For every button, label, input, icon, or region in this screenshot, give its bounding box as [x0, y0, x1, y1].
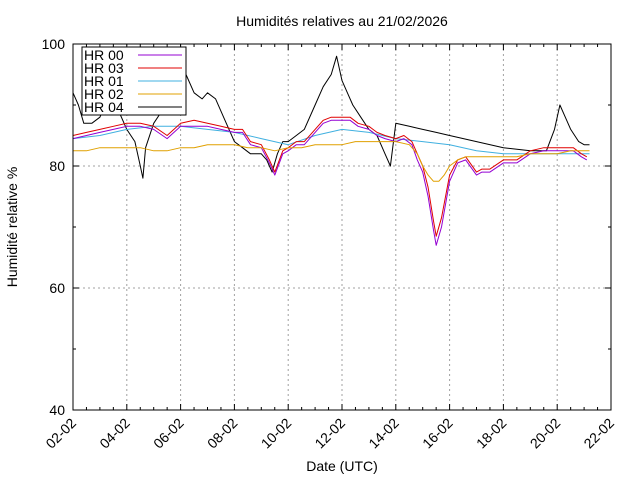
chart-title: Humidités relatives au 21/02/2026 [236, 13, 448, 29]
x-tick-label: 02-02 [42, 415, 79, 452]
x-tick-label: 16-02 [419, 415, 456, 452]
series-line-hr-00 [72, 119, 588, 246]
x-tick-label: 08-02 [204, 415, 241, 452]
x-tick-label: 20-02 [527, 415, 564, 452]
legend-label: HR 01 [84, 73, 124, 89]
x-tick-label: 12-02 [311, 415, 348, 452]
x-axis-label: Date (UTC) [306, 458, 378, 474]
legend-label: HR 00 [84, 47, 124, 63]
series-line-hr-02 [73, 141, 590, 182]
series-line-hr-03 [72, 116, 588, 237]
y-tick-label: 80 [49, 158, 65, 174]
legend-label: HR 02 [84, 86, 124, 102]
y-tick-label: 60 [49, 280, 65, 296]
legend-label: HR 03 [84, 60, 124, 76]
x-tick-label: 14-02 [365, 415, 402, 452]
x-tick-label: 22-02 [580, 415, 617, 452]
x-tick-label: 18-02 [473, 415, 510, 452]
y-tick-label: 100 [42, 36, 66, 52]
legend-label: HR 04 [84, 99, 124, 115]
series-lines [72, 49, 590, 246]
series-line-hr-04 [72, 49, 590, 179]
x-tick-label: 06-02 [150, 415, 187, 452]
y-tick-label: 40 [49, 402, 65, 418]
x-tick-label: 04-02 [96, 415, 133, 452]
series-line-hr-01 [72, 125, 590, 155]
y-axis-label: Humidité relative % [4, 167, 20, 288]
x-tick-label: 10-02 [258, 415, 295, 452]
